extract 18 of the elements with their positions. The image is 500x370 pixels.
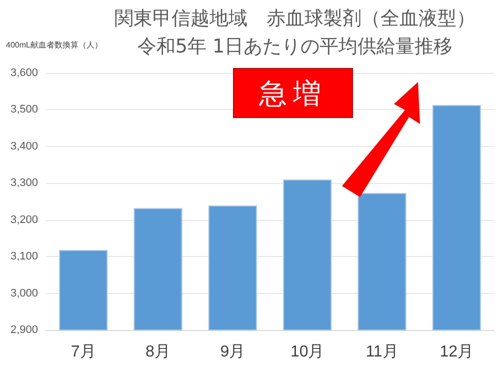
chart-subtitle: 令和5年 1日あたりの平均供給量推移 [137, 36, 453, 58]
y-tick-label: 2,900 [10, 324, 38, 336]
y-tick-label: 3,400 [10, 140, 38, 152]
y-tick-label: 3,500 [10, 104, 38, 116]
y-axis-title: 400mL献血者数換算（人） [6, 40, 102, 50]
x-tick-label: 12月 [440, 344, 474, 360]
y-tick-label: 3,000 [10, 287, 38, 300]
x-tick-label: 7月 [70, 344, 96, 360]
x-tick-label: 10月 [290, 344, 324, 360]
y-tick-label: 3,100 [10, 250, 38, 263]
x-tick-label: 8月 [146, 344, 170, 360]
x-tick-label: 11月 [366, 344, 398, 360]
y-tick-label: 3,200 [10, 214, 38, 226]
x-tick-label: 9月 [220, 344, 246, 360]
annotation: 急増 [233, 68, 353, 118]
y-tick-label: 3,300 [10, 177, 38, 190]
y-tick-label: 3,600 [10, 67, 38, 79]
chart-title: 関東甲信越地域 赤血球製剤（全血液型） [114, 8, 476, 30]
